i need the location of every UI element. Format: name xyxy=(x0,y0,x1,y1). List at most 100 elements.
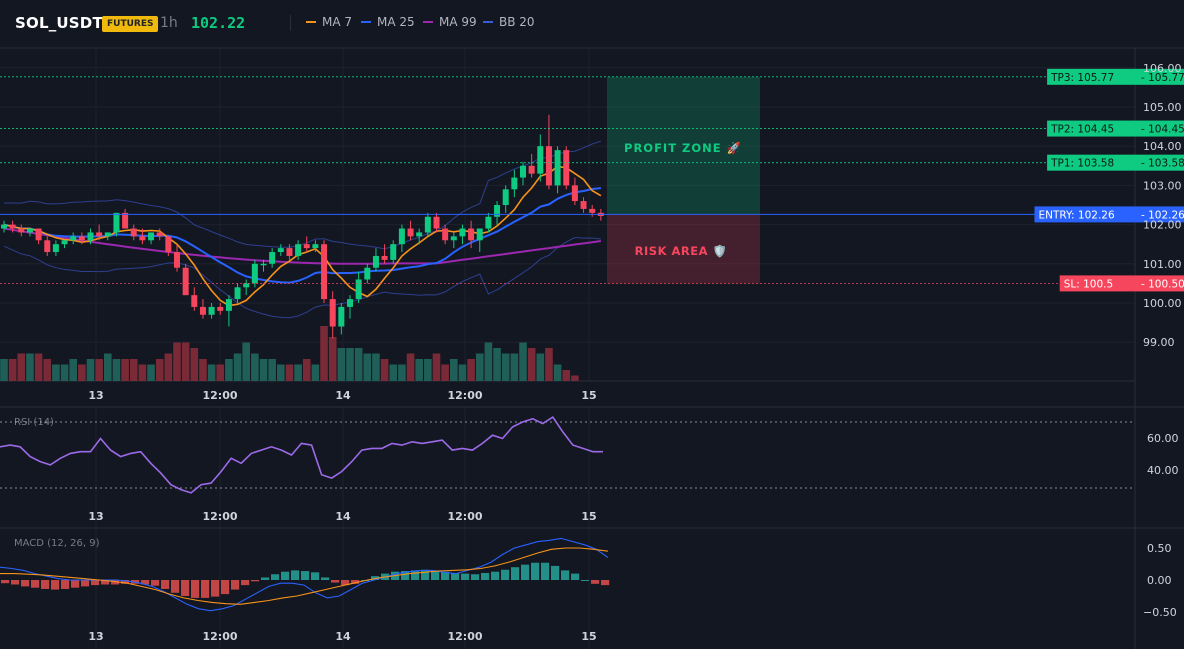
volume-bar xyxy=(285,364,294,381)
volume-bar xyxy=(311,364,320,381)
profit-zone[interactable]: PROFIT ZONE 🚀 xyxy=(607,76,760,215)
candle-body xyxy=(424,216,431,233)
candle-body xyxy=(381,255,388,260)
candle-body xyxy=(295,244,302,256)
macd-axis-050: 0.50 xyxy=(1147,542,1172,555)
macd-hist-bar xyxy=(151,580,160,586)
candle-body xyxy=(44,240,51,253)
macd-hist-bar xyxy=(531,562,540,580)
candle-body xyxy=(277,248,284,253)
volume-bar xyxy=(545,348,553,381)
macd-hist-bar xyxy=(341,580,350,586)
candle-body xyxy=(217,306,224,311)
candle-body xyxy=(113,212,120,233)
macd-hist-bar xyxy=(331,580,340,583)
price-axis-label: 101.00 xyxy=(1143,258,1182,271)
time-axis-label: 14 xyxy=(335,630,351,643)
profit-zone-rect xyxy=(607,76,760,215)
candle-body xyxy=(511,177,518,190)
candle-body xyxy=(589,208,596,213)
chart-grid xyxy=(0,48,1135,649)
rsi-pane[interactable]: RSI (14) 60.00 40.00 xyxy=(0,416,1179,494)
level-price-text: - 100.50 xyxy=(1141,278,1184,290)
last-price: 102.22 xyxy=(191,14,246,32)
candle-body xyxy=(148,232,155,241)
macd-hist-bar xyxy=(71,580,80,588)
level-sl[interactable]: SL: 100.5 - 100.50 xyxy=(0,275,1184,292)
macd-hist-bar xyxy=(141,580,150,585)
macd-hist-bar xyxy=(161,580,170,589)
candle-body xyxy=(225,299,232,311)
level-tp2[interactable]: TP2: 104.45 - 104.45 xyxy=(0,120,1184,137)
volume-bar xyxy=(52,364,60,381)
volume-bar xyxy=(527,348,536,381)
candle-body xyxy=(182,267,189,296)
candle-body xyxy=(234,287,241,300)
price-axis-label: 99.00 xyxy=(1143,336,1175,349)
volume-bar xyxy=(242,342,250,381)
time-axis-label: 12:00 xyxy=(447,510,482,523)
timeframe-selector[interactable]: 1h xyxy=(160,15,178,31)
price-axis-label: 102.00 xyxy=(1143,219,1182,232)
macd-axis-neg050: −0.50 xyxy=(1143,606,1177,619)
level-price-tag xyxy=(1135,154,1184,171)
candle-body xyxy=(70,236,77,241)
time-axes: 13 12:00 14 12:00 15 13 12:00 14 12:00 15 13 12:00 1… xyxy=(88,389,596,643)
level-entry[interactable]: ENTRY: 102.26 - 102.26 xyxy=(0,206,1184,223)
candle-body xyxy=(199,306,206,315)
macd-hist-bar xyxy=(471,574,480,580)
legend-ma99[interactable]: MA 99 xyxy=(423,15,477,29)
macd-hist-bar xyxy=(411,570,420,580)
volume-bar xyxy=(415,359,423,381)
legend-bb20-label: BB 20 xyxy=(499,15,535,29)
level-tp3[interactable]: TP3: 105.77 - 105.77 xyxy=(0,68,1184,85)
candle-body xyxy=(450,236,457,241)
volume-bar xyxy=(17,353,26,381)
candle-body xyxy=(321,244,328,300)
level-price-tag xyxy=(1135,68,1184,85)
ma99-swatch-icon xyxy=(423,21,433,23)
macd-pane[interactable]: MACD (12, 26, 9) 0.50 0.00 −0.50 xyxy=(0,537,1177,619)
risk-zone-label: RISK AREA 🛡️ xyxy=(635,244,728,258)
candle-body xyxy=(96,232,103,237)
legend-ma7[interactable]: MA 7 xyxy=(306,15,352,29)
volume-bar xyxy=(268,359,276,381)
volume-bar xyxy=(69,359,77,381)
volume-bar xyxy=(424,359,432,381)
volume-bar xyxy=(147,364,155,381)
volume-bar xyxy=(571,375,579,381)
legend-ma25[interactable]: MA 25 xyxy=(361,15,415,29)
time-axis-label: 13 xyxy=(88,510,103,523)
time-axis-label: 12:00 xyxy=(447,389,482,402)
volume-bar xyxy=(104,353,112,381)
candle-body xyxy=(243,283,250,288)
macd-hist-bar xyxy=(101,580,110,585)
level-price-text: - 104.45 xyxy=(1141,124,1184,136)
moving-averages xyxy=(3,165,602,307)
macd-hist-bar xyxy=(241,580,250,586)
risk-zone[interactable]: RISK AREA 🛡️ xyxy=(607,214,760,284)
macd-hist-bar xyxy=(421,569,430,580)
symbol-name[interactable]: SOL_USDT xyxy=(15,14,103,32)
macd-hist-bar xyxy=(601,580,610,586)
time-axis-label: 13 xyxy=(88,630,103,643)
candle-body xyxy=(338,306,345,327)
volume-bar xyxy=(536,353,545,381)
macd-hist-bar xyxy=(281,571,290,580)
macd-histogram xyxy=(1,562,610,598)
candle-body xyxy=(251,263,258,284)
macd-title: MACD (12, 26, 9) xyxy=(14,538,100,549)
level-tag-text: SL: 100.5 xyxy=(1064,278,1113,290)
volume-bar xyxy=(43,359,52,381)
candle-body xyxy=(26,228,33,233)
volume-bar xyxy=(259,359,268,381)
legend-bb20[interactable]: BB 20 xyxy=(483,15,535,29)
macd-hist-bar xyxy=(51,580,60,590)
level-tp1[interactable]: TP1: 103.58 - 103.58 xyxy=(0,154,1184,171)
macd-hist-bar xyxy=(221,580,230,595)
macd-hist-bar xyxy=(561,570,570,580)
price-axis[interactable]: 106.00 105.00 104.00 103.00 102.00 101.00 100.… xyxy=(1143,62,1182,349)
rsi-title: RSI (14) xyxy=(14,417,54,428)
level-tag xyxy=(1034,206,1135,223)
